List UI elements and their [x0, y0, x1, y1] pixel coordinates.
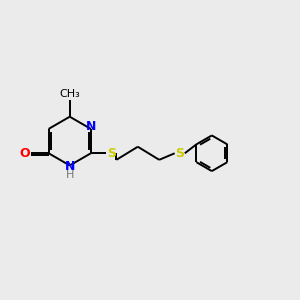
- Text: CH₃: CH₃: [59, 89, 80, 99]
- Text: H: H: [66, 170, 74, 180]
- Text: N: N: [86, 120, 96, 133]
- Text: O: O: [20, 147, 30, 160]
- Text: N: N: [64, 160, 75, 173]
- Text: S: S: [175, 147, 184, 160]
- Text: S: S: [107, 147, 116, 160]
